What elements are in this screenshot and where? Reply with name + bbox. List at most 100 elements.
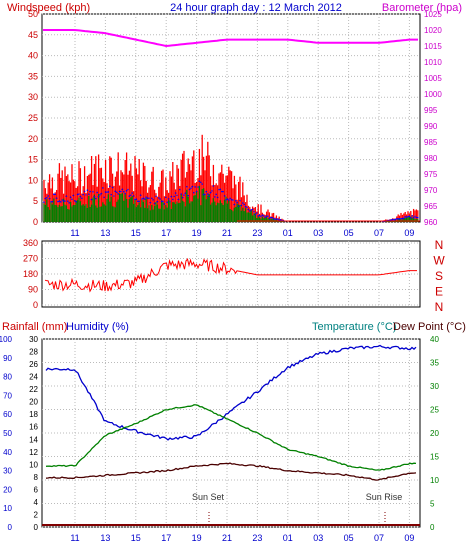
rainfall-tick: 10 [29, 460, 38, 469]
wind-speed-mark [127, 188, 129, 191]
wind-speed-mark [415, 216, 418, 219]
rainfall-tick: 26 [29, 360, 38, 369]
wind-speed-mark [270, 216, 272, 219]
wind-speed-mark [233, 203, 236, 206]
wind-speed-mark [232, 199, 234, 201]
wind-speed-mark [159, 198, 161, 200]
wind-speed-mark [48, 197, 51, 200]
wind-speed-mark [82, 193, 84, 196]
wind-speed-mark [390, 219, 393, 221]
wind-left-tick: 25 [28, 113, 38, 123]
wind-speed-mark [55, 197, 58, 199]
wind-speed-mark [394, 218, 397, 221]
wind-speed-mark [120, 190, 122, 193]
dewpoint-line [45, 462, 417, 481]
wind-speed-mark [123, 190, 125, 193]
wind-speed-mark [130, 194, 132, 196]
wind-speed-mark [223, 195, 226, 197]
wind-x-tick: 11 [70, 228, 79, 238]
humidity-axis-title: Humidity (%) [66, 321, 129, 333]
wind-speed-mark [267, 215, 269, 217]
wind-speed-mark [128, 195, 131, 197]
compass-label: N [435, 300, 444, 314]
barometer-right-tick: 1005 [424, 74, 442, 83]
wind-speed-mark [111, 186, 114, 189]
wind-left-tick: 30 [28, 92, 38, 102]
wind-speed-mark [396, 218, 398, 220]
wind-speed-mark [184, 192, 187, 194]
direction-left-axis: 0 90 180 270 360 [23, 238, 38, 310]
wind-speed-mark [235, 200, 237, 202]
temperature-x-tick: 17 [161, 533, 171, 543]
barometer-right-axis: 960 965 970 975 980 985 990 995 1000 1005 1010 1015… [424, 10, 442, 227]
rainfall-tick: 18 [29, 410, 38, 419]
wind-speed-mark [221, 190, 223, 193]
wind-speed-mark [131, 192, 133, 194]
rainfall-tick: 14 [29, 435, 38, 444]
direction-tick: 0 [33, 300, 38, 310]
wind-x-tick: 21 [222, 228, 232, 238]
barometer-line [43, 29, 418, 48]
wind-speed-mark [222, 190, 224, 193]
wind-left-tick: 20 [28, 134, 38, 144]
wind-speed-mark [170, 195, 173, 198]
wind-speed-mark [75, 200, 77, 203]
wind-speed-mark [237, 205, 240, 207]
rainfall-tick: 20 [29, 398, 38, 407]
wind-speed-mark [69, 196, 72, 199]
wind-speed-mark [89, 190, 91, 193]
wind-speed-mark [198, 180, 201, 183]
wind-speed-mark [153, 202, 156, 205]
barometer-right-tick: 1010 [424, 58, 442, 67]
wind-speed-mark [44, 197, 47, 200]
wind-speed-mark [83, 190, 86, 193]
wind-speed-mark [205, 190, 208, 193]
wind-speed-mark [393, 218, 395, 221]
wind-speed-mark [53, 193, 55, 196]
wind-speed-mark [165, 196, 167, 199]
wind-speed-mark [403, 217, 405, 220]
wind-speed-mark [93, 195, 96, 198]
wind-speed-mark [228, 199, 230, 201]
wind-speed-mark [260, 215, 262, 218]
wind-speed-mark [145, 196, 147, 198]
wind-speed-mark [253, 210, 255, 213]
wind-speed-mark [255, 212, 258, 214]
wind-speed-mark [271, 216, 274, 219]
wind-speed-mark [86, 189, 89, 192]
wind-speed-mark [79, 195, 82, 198]
barometer-right-tick: 960 [424, 218, 438, 227]
wind-speed-mark [90, 198, 93, 201]
wind-speed-mark [398, 218, 401, 220]
rainfall-tick: 24 [29, 373, 38, 382]
wind-speed-mark [410, 217, 412, 219]
wind-speed-mark [116, 191, 118, 194]
wind-x-tick: 17 [161, 228, 171, 238]
wind-direction-line [44, 258, 417, 293]
wind-speed-mark [275, 218, 278, 221]
wind-x-tick: 03 [313, 228, 323, 238]
wind-speed-mark [225, 198, 227, 201]
temperature-x-tick: 13 [100, 533, 110, 543]
wind-speed-mark [202, 193, 205, 196]
wind-speed-mark [152, 199, 154, 201]
compass-label: E [435, 285, 443, 299]
temperature-right-axis: 0 5 10 15 20 25 30 35 40 [430, 335, 439, 532]
wind-speed-mark [219, 188, 222, 191]
barometer-right-tick: 1025 [424, 10, 442, 19]
wind-x-tick: 07 [374, 228, 384, 238]
temperature-x-tick: 09 [404, 533, 414, 543]
wind-speed-mark [57, 200, 59, 203]
rainfall-tick: 16 [29, 423, 38, 432]
barometer-right-tick: 1000 [424, 90, 442, 99]
wind-speed-mark [72, 194, 75, 197]
wind-speed-mark [76, 193, 79, 196]
dewpoint-axis-title: Dew Point (°C) [393, 321, 466, 333]
wind-speed-mark [247, 208, 250, 211]
wind-speed-mark [408, 215, 411, 218]
wind-speed-mark [215, 193, 217, 196]
wind-speed-mark [85, 194, 87, 196]
wind-speed-mark [103, 196, 105, 199]
